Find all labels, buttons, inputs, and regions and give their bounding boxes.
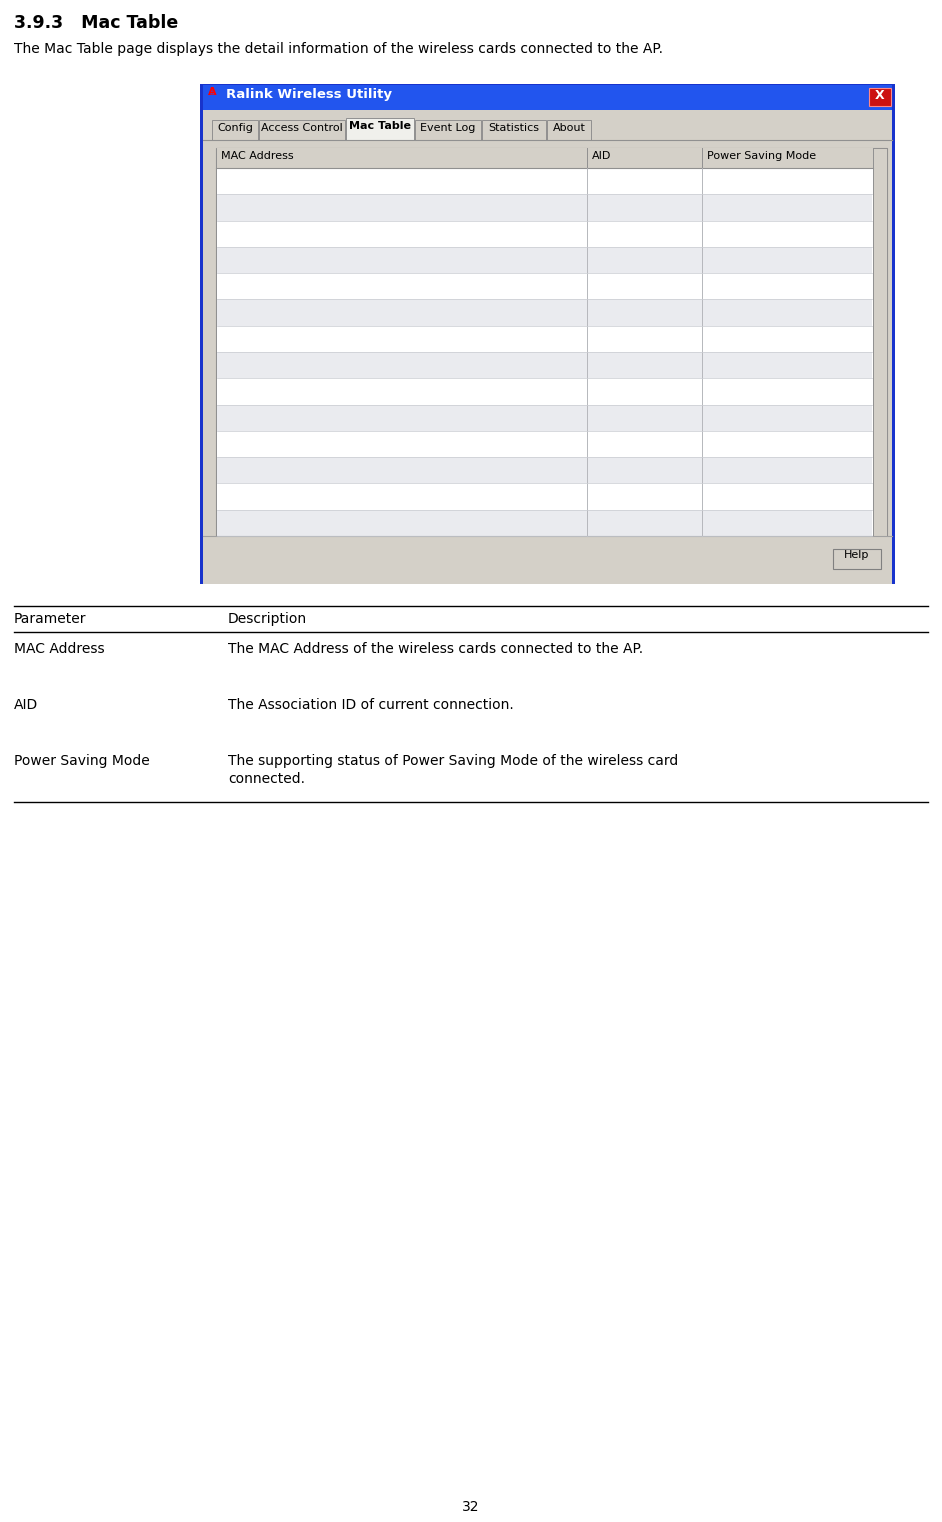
Bar — [217, 247, 872, 272]
Bar — [217, 457, 872, 484]
Bar — [217, 221, 872, 247]
Bar — [217, 405, 872, 431]
Bar — [217, 510, 872, 536]
Bar — [217, 272, 872, 300]
Text: Statistics: Statistics — [489, 123, 540, 132]
Bar — [547, 120, 591, 140]
Text: Power Saving Mode: Power Saving Mode — [707, 151, 817, 161]
Bar — [217, 484, 872, 510]
Bar — [217, 148, 873, 167]
Bar — [200, 84, 895, 584]
Bar — [346, 119, 414, 140]
Text: Parameter: Parameter — [14, 612, 87, 626]
Text: Mac Table: Mac Table — [349, 122, 411, 131]
Bar — [217, 431, 872, 457]
Bar — [203, 85, 892, 110]
Text: The supporting status of Power Saving Mode of the wireless card: The supporting status of Power Saving Mo… — [228, 753, 678, 769]
Text: Description: Description — [228, 612, 307, 626]
Text: A: A — [208, 87, 217, 97]
Bar — [482, 120, 546, 140]
Bar — [873, 148, 887, 536]
Text: About: About — [553, 123, 585, 132]
Text: 32: 32 — [463, 1501, 479, 1514]
Bar — [415, 120, 481, 140]
Bar — [217, 300, 872, 326]
Bar — [212, 120, 258, 140]
Text: Event Log: Event Log — [420, 123, 476, 132]
Text: The MAC Address of the wireless cards connected to the AP.: The MAC Address of the wireless cards co… — [228, 642, 643, 656]
Text: X: X — [875, 88, 885, 102]
Text: 3.9.3   Mac Table: 3.9.3 Mac Table — [14, 14, 178, 32]
Bar — [217, 326, 872, 352]
Text: Help: Help — [844, 551, 869, 560]
Bar — [203, 536, 892, 581]
Text: MAC Address: MAC Address — [221, 151, 294, 161]
Text: Access Control: Access Control — [261, 123, 343, 132]
Text: The Association ID of current connection.: The Association ID of current connection… — [228, 699, 513, 712]
Bar — [217, 195, 872, 221]
Bar — [869, 88, 891, 107]
Text: ⚠: ⚠ — [208, 87, 217, 97]
Bar — [833, 548, 881, 569]
Text: MAC Address: MAC Address — [14, 642, 105, 656]
Bar — [217, 379, 872, 405]
Text: The Mac Table page displays the detail information of the wireless cards connect: The Mac Table page displays the detail i… — [14, 43, 663, 56]
Text: Config: Config — [217, 123, 253, 132]
Text: AID: AID — [14, 699, 39, 712]
Bar — [259, 120, 345, 140]
Text: Ralink Wireless Utility: Ralink Wireless Utility — [226, 88, 392, 100]
Bar — [217, 352, 872, 379]
Text: connected.: connected. — [228, 772, 305, 785]
Bar — [216, 148, 887, 536]
Text: Power Saving Mode: Power Saving Mode — [14, 753, 150, 769]
Bar — [203, 110, 892, 584]
Bar — [217, 167, 872, 195]
Text: AID: AID — [593, 151, 611, 161]
